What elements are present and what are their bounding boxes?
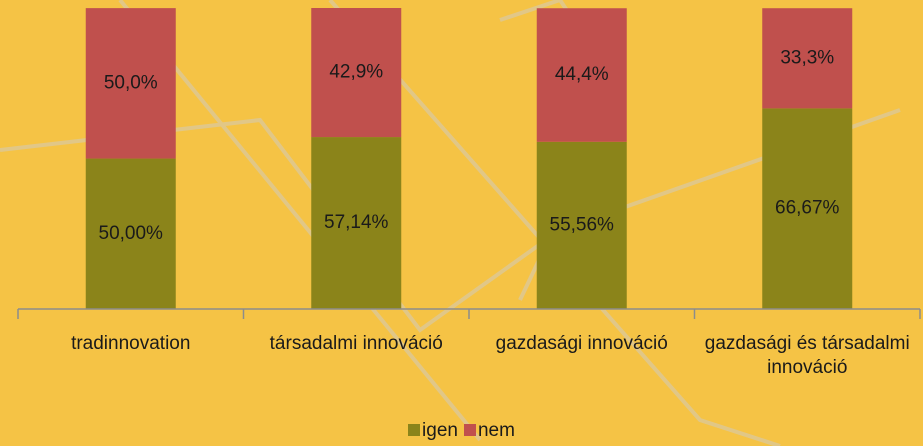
- data-label: 50,00%: [99, 223, 164, 244]
- data-label: 33,3%: [780, 47, 834, 68]
- data-label: 66,67%: [775, 198, 840, 219]
- data-label: 57,14%: [324, 212, 389, 233]
- x-tick-label: tradinnovation: [17, 332, 245, 356]
- legend-swatch: [408, 424, 420, 436]
- legend-item: nem: [464, 420, 515, 442]
- legend-label: nem: [478, 420, 515, 441]
- x-tick-label: gazdasági és társadalmi innováció: [693, 332, 921, 380]
- x-tick-label: társadalmi innováció: [242, 332, 470, 356]
- data-label: 55,56%: [550, 214, 615, 235]
- data-label: 42,9%: [329, 62, 383, 83]
- legend-item: igen: [408, 420, 458, 442]
- data-label: 50,0%: [104, 72, 158, 93]
- x-tick-label: gazdasági innováció: [468, 332, 696, 356]
- data-label: 44,4%: [555, 64, 609, 85]
- chart: 50,00% 50,0% 57,14% 42,9% 55,56% 44,4% 66,67% 3…: [0, 0, 923, 446]
- legend-label: igen: [422, 420, 458, 441]
- legend-swatch: [464, 424, 476, 436]
